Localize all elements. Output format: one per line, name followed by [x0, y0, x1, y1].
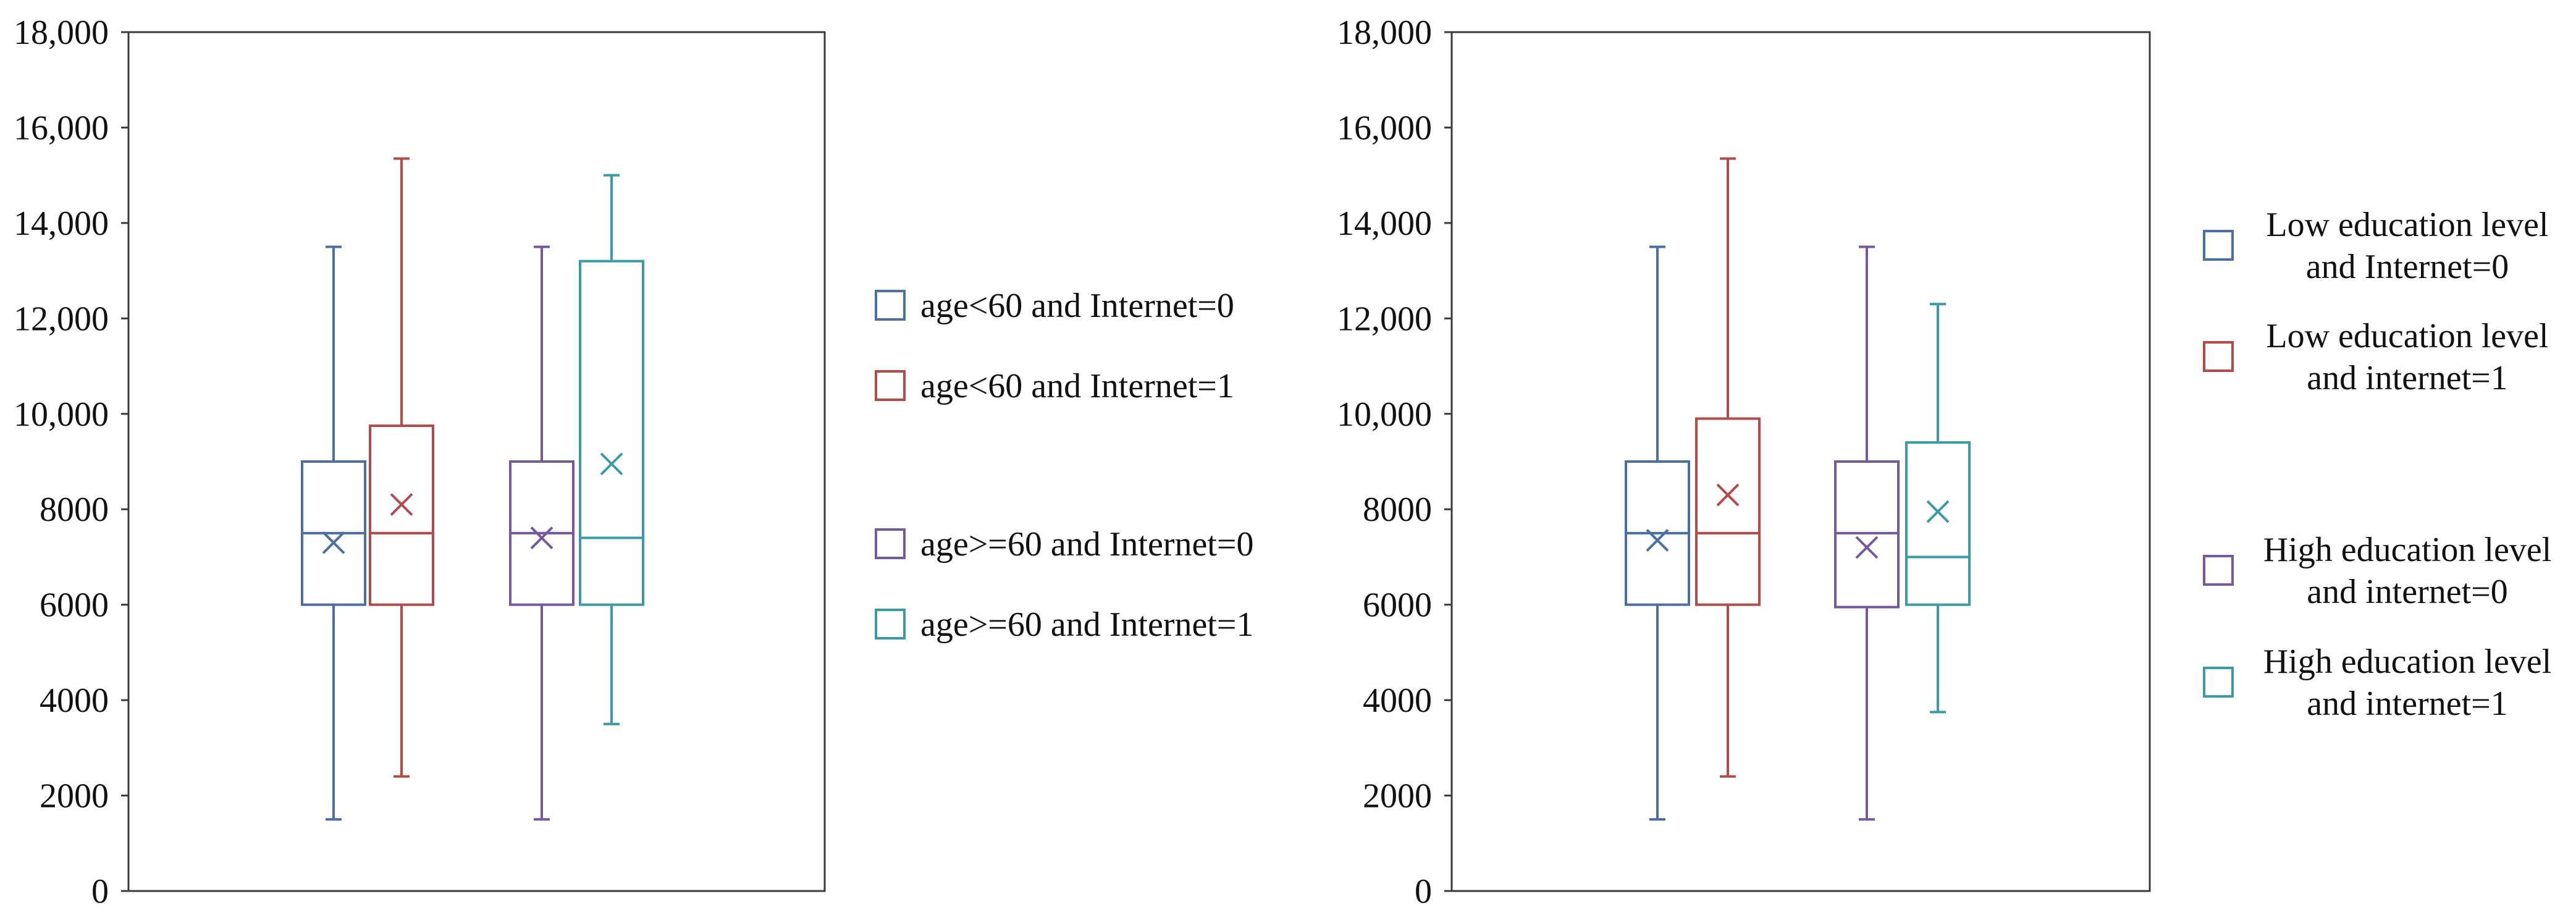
legend-label: age<60 and Internet=1: [920, 367, 1234, 405]
chart-age-internet: 0 2000 4000 6000 8000 10,000 12,000 14,000 16,00…: [14, 14, 1253, 911]
chart-education-internet: 0 2000 4000 6000 8000 10,000 12,000 14,000 16,00…: [1337, 14, 2551, 911]
y-tick-label: 8000: [1363, 491, 1432, 529]
legend-label-line: Low education level: [2266, 317, 2548, 355]
legend-swatch: [2203, 230, 2234, 261]
plot-frame: [1450, 31, 2151, 892]
legend-label: age>=60 and Internet=0: [920, 525, 1253, 564]
legend-item: Low education level and Internet=0: [2203, 206, 2549, 286]
legend-item: High education level and internet=0: [2203, 531, 2552, 611]
box-iqr: [579, 260, 644, 606]
legend-swatch: [875, 528, 906, 559]
legend-label-line: and internet=0: [2307, 573, 2507, 611]
legend-swatch: [875, 290, 906, 321]
mean-marker: [1716, 483, 1740, 507]
legend-label: age>=60 and Internet=1: [920, 606, 1253, 644]
y-tick-label: 6000: [1363, 586, 1432, 625]
box-iqr: [1905, 441, 1971, 606]
legend-item: age>=60 and Internet=0: [875, 525, 1253, 564]
legend-label-line: and internet=1: [2307, 359, 2507, 397]
y-tick-label: 12,000: [1337, 300, 1432, 338]
y-tick-label: 8000: [40, 491, 109, 529]
legend-item: age<60 and Internet=0: [875, 287, 1234, 325]
legend-swatch: [875, 609, 906, 640]
box-series-3: [1834, 245, 1900, 821]
legend-label-line: and Internet=0: [2306, 248, 2509, 286]
legend-swatch: [2203, 667, 2234, 698]
legend-label-line: High education level: [2263, 643, 2552, 681]
legend-label-line: Low education level: [2266, 206, 2548, 244]
y-tick-label: 18,000: [14, 14, 109, 52]
legend-item: age>=60 and Internet=1: [875, 606, 1253, 644]
box-iqr: [369, 424, 434, 606]
box-series-2: [369, 157, 434, 778]
y-tick-label: 10,000: [14, 395, 109, 434]
legend-swatch: [875, 370, 906, 401]
legend-item: age<60 and Internet=1: [875, 367, 1234, 405]
y-tick-label: 4000: [1363, 682, 1432, 720]
y-tick-label: 6000: [40, 586, 109, 625]
legend-item: Low education level and internet=1: [2203, 317, 2549, 397]
box-series-1: [301, 245, 366, 821]
box-series-3: [509, 245, 575, 821]
legend-swatch: [2203, 341, 2234, 372]
mean-marker: [322, 531, 345, 554]
mean-marker: [600, 452, 623, 476]
y-tick-label: 14,000: [14, 205, 109, 243]
y-tick-label: 16,000: [14, 109, 109, 147]
y-tick-label: 16,000: [1337, 109, 1432, 147]
mean-marker: [1926, 500, 1950, 523]
mean-marker: [1855, 536, 1879, 559]
y-tick-label: 2000: [1363, 777, 1432, 816]
y-tick-label: 12,000: [14, 300, 109, 338]
legend-label-line: and internet=1: [2307, 685, 2507, 723]
y-tick-label: 0: [1415, 872, 1432, 911]
box-series-4: [1905, 303, 1971, 714]
legend-label-line: High education level: [2263, 531, 2552, 569]
box-series-4: [579, 174, 644, 725]
mean-marker: [530, 526, 554, 549]
legend: age<60 and Internet=0 age<60 and Internet…: [875, 287, 1253, 644]
y-tick-label: 18,000: [1337, 14, 1432, 52]
y-tick-label: 14,000: [1337, 205, 1432, 243]
legend-item: High education level and internet=1: [2203, 643, 2552, 723]
box-iqr: [1695, 417, 1761, 606]
y-tick-label: 0: [91, 872, 109, 911]
y-tick-label: 10,000: [1337, 395, 1432, 434]
mean-marker: [1646, 529, 1669, 552]
legend-swatch: [2203, 555, 2234, 586]
mean-marker: [390, 493, 413, 516]
y-tick-label: 2000: [40, 777, 109, 816]
legend-label: age<60 and Internet=0: [920, 287, 1234, 325]
box-series-1: [1625, 245, 1690, 821]
box-series-2: [1695, 157, 1761, 778]
y-tick-label: 4000: [40, 682, 109, 720]
plot-frame: [127, 31, 826, 892]
